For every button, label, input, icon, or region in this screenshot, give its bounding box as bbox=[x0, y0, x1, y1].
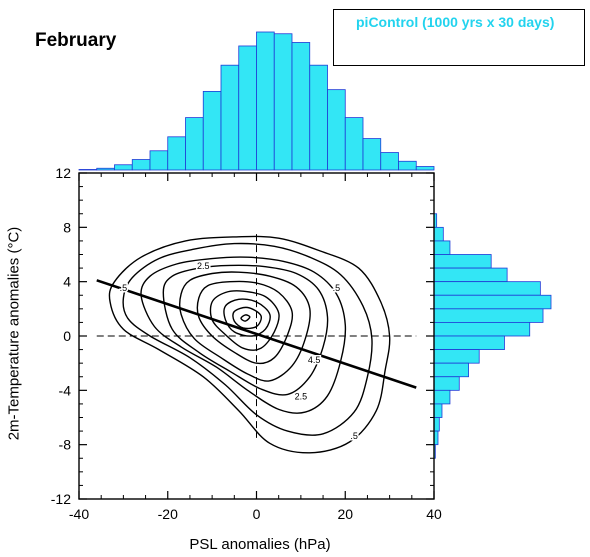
psl-histogram-bar bbox=[78, 169, 98, 171]
x-tick-label: 20 bbox=[337, 506, 353, 522]
contour-label: .5 bbox=[120, 283, 128, 293]
x-tick-label: -20 bbox=[158, 506, 178, 522]
x-tick-label: 0 bbox=[253, 506, 261, 522]
x-tick-label: 40 bbox=[426, 506, 442, 522]
chart-title: February bbox=[35, 30, 117, 51]
psl-histogram-bar bbox=[131, 159, 151, 171]
y-tick-label: 4 bbox=[63, 274, 71, 290]
contour-line bbox=[162, 264, 329, 396]
x-tick-label: -40 bbox=[69, 506, 89, 522]
x-axis-label: PSL anomalies (hPa) bbox=[189, 536, 331, 553]
y-tick-label: -8 bbox=[59, 437, 72, 453]
psl-histogram-bar bbox=[291, 42, 311, 171]
psl-histogram-bar bbox=[398, 160, 417, 171]
contour-line bbox=[240, 314, 251, 322]
y-tick-label: 0 bbox=[63, 328, 71, 344]
regression-line bbox=[96, 279, 417, 389]
t2m-histogram-bar bbox=[433, 376, 460, 391]
contour-label: .5 bbox=[350, 431, 358, 441]
t2m-histogram-bar bbox=[433, 362, 469, 378]
contour-line bbox=[108, 235, 391, 454]
psl-histogram-bar bbox=[309, 64, 328, 171]
psl-histogram-bar bbox=[273, 33, 293, 171]
legend-label: piControl (1000 yrs x 30 days) bbox=[356, 14, 555, 30]
psl-histogram-bar bbox=[96, 167, 115, 171]
psl-histogram-bar bbox=[220, 64, 240, 171]
t2m-histogram-bar bbox=[433, 335, 505, 350]
psl-histogram-bar bbox=[327, 89, 346, 171]
t2m-histogram-bar bbox=[433, 403, 443, 418]
t2m-histogram-bar bbox=[433, 254, 492, 269]
contour-label: .5 bbox=[333, 283, 341, 293]
contour-line bbox=[140, 256, 347, 414]
psl-histogram-bar bbox=[167, 136, 186, 171]
t2m-histogram-bar bbox=[433, 281, 541, 296]
contour-line bbox=[122, 242, 373, 436]
y-tick-label: 8 bbox=[63, 219, 71, 235]
psl-histogram-bar bbox=[185, 117, 204, 171]
t2m-histogram-bar bbox=[433, 349, 480, 364]
t2m-histogram-bar bbox=[433, 240, 451, 255]
contour-line bbox=[209, 290, 280, 351]
y-tick-label: 12 bbox=[55, 165, 71, 181]
regression-line-group bbox=[96, 279, 417, 389]
psl-histogram-bar bbox=[238, 45, 257, 171]
psl-histogram-bar bbox=[415, 166, 435, 171]
y-axis-label: 2m-Temperature anomalies (°C) bbox=[5, 226, 23, 441]
psl-histogram-bar bbox=[362, 138, 382, 171]
reference-lines bbox=[96, 234, 417, 438]
contour-line bbox=[232, 306, 262, 330]
contour-label: 2.5 bbox=[197, 261, 210, 271]
contour-label: 4.5 bbox=[308, 355, 321, 365]
contour-label: 2.5 bbox=[295, 392, 308, 402]
t2m-histogram-bar bbox=[433, 294, 552, 310]
psl-histogram-bar bbox=[202, 90, 222, 171]
psl-histogram-bar bbox=[114, 164, 133, 171]
psl-histogram-bar bbox=[256, 31, 275, 171]
contour-labels: .5 .5 2.5 2.5 4.5 .5 bbox=[118, 260, 359, 443]
contour-lines bbox=[108, 235, 391, 454]
t2m-histogram-bar bbox=[433, 389, 451, 405]
t2m-histogram-bar bbox=[433, 322, 531, 337]
t2m-histogram-bar bbox=[433, 226, 444, 242]
t2m-histogram-bar bbox=[433, 308, 544, 323]
contour-line bbox=[178, 271, 311, 382]
psl-histogram bbox=[78, 31, 435, 171]
psl-histogram-bar bbox=[380, 152, 399, 171]
legend-box: piControl (1000 yrs x 30 days) bbox=[333, 9, 585, 66]
y-tick-label: -12 bbox=[51, 491, 71, 507]
t2m-histogram-bar bbox=[433, 267, 508, 283]
psl-histogram-bar bbox=[149, 150, 169, 171]
t2m-histogram-bar bbox=[433, 417, 440, 432]
psl-histogram-bar bbox=[344, 117, 364, 171]
y-tick-label: -4 bbox=[59, 382, 72, 398]
t2m-histogram bbox=[433, 213, 552, 459]
